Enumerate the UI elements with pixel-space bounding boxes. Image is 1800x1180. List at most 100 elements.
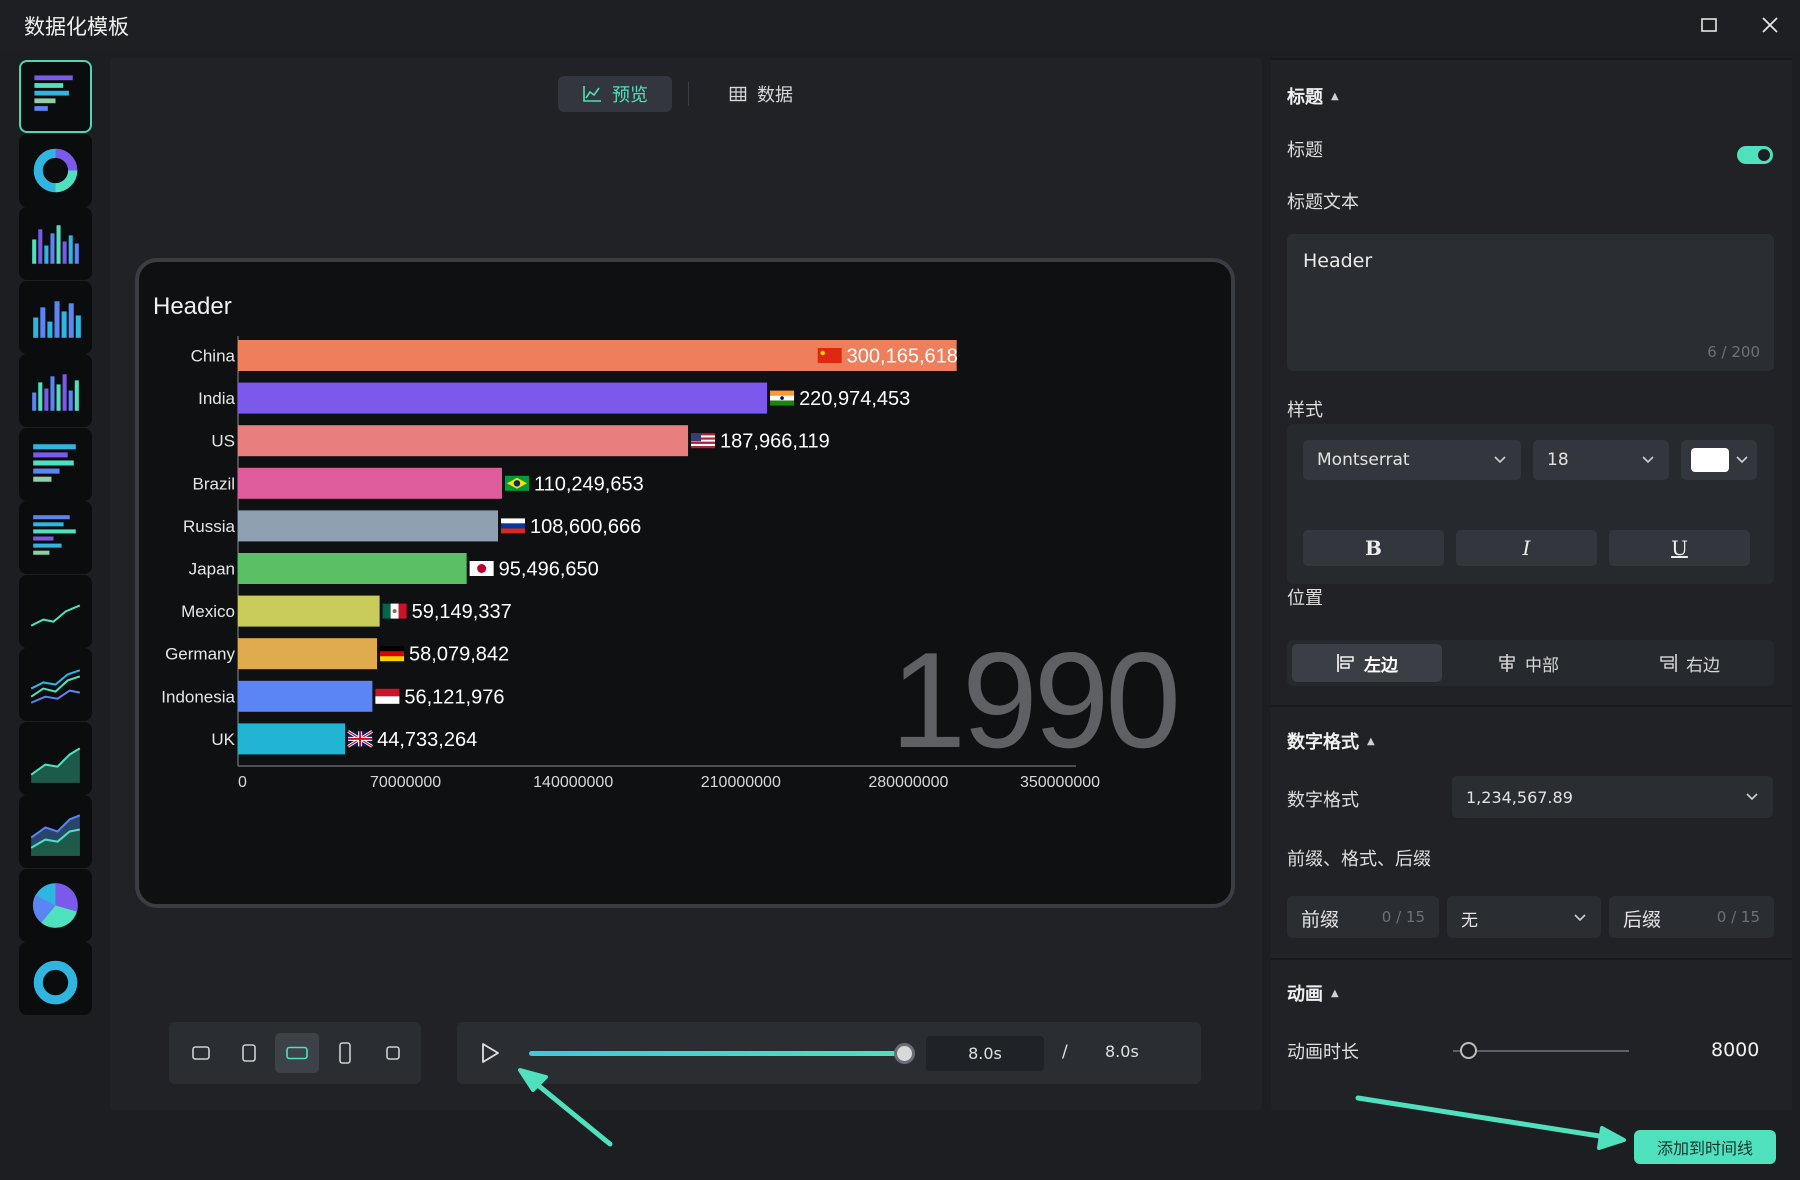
- value-label: 44,733,264: [377, 729, 477, 751]
- bar-row-brazil: Brazil 110,249,653: [192, 467, 644, 499]
- template-column-blue[interactable]: [19, 280, 92, 354]
- ratio-tall-button[interactable]: [323, 1033, 367, 1073]
- animation-duration-knob[interactable]: [1460, 1042, 1477, 1059]
- title-toggle[interactable]: [1737, 146, 1773, 164]
- current-time[interactable]: 8.0s: [926, 1036, 1044, 1071]
- category-label: US: [211, 432, 235, 451]
- animation-duration-track[interactable]: [1453, 1050, 1629, 1052]
- position-center-button[interactable]: 中部: [1453, 644, 1603, 682]
- panel-divider: [1271, 705, 1792, 707]
- template-area-multi[interactable]: [19, 795, 92, 868]
- tab-data-label: 数据: [757, 85, 793, 106]
- prefix-input[interactable]: 前缀 0 / 15: [1287, 896, 1439, 938]
- chart-line-icon: [583, 86, 601, 102]
- value-label: 108,600,666: [530, 516, 641, 538]
- ratio-square-button[interactable]: [371, 1033, 415, 1073]
- position-left-button[interactable]: 左边: [1292, 644, 1442, 682]
- position-left-label: 左边: [1364, 655, 1398, 676]
- bar: [238, 467, 502, 499]
- bar-horizontal-alt-icon: [33, 515, 76, 555]
- font-size-value: 18: [1547, 450, 1569, 470]
- ratio-landscape-button[interactable]: [179, 1033, 223, 1073]
- chevron-down-icon: [1736, 456, 1748, 464]
- tab-divider: [688, 82, 689, 106]
- italic-button[interactable]: I: [1456, 530, 1597, 566]
- prefix-placeholder: 前缀: [1301, 909, 1340, 931]
- position-right-button[interactable]: 右边: [1614, 644, 1764, 682]
- total-time: 8.0s: [1105, 1042, 1139, 1061]
- x-tick-label: 210000000: [701, 774, 781, 791]
- pie-icon: [32, 882, 78, 928]
- title-text-value: Header: [1303, 250, 1373, 272]
- template-pie[interactable]: [19, 868, 92, 942]
- bar-row-russia: Russia 108,600,666: [183, 510, 641, 542]
- position-center-label: 中部: [1525, 655, 1559, 676]
- template-donut[interactable]: [19, 133, 92, 207]
- tab-data[interactable]: 数据: [705, 76, 817, 112]
- bar: [238, 553, 467, 584]
- animation-section-header[interactable]: 动画 ▲: [1287, 980, 1339, 1006]
- flag-us-icon: [691, 433, 716, 449]
- x-tick-label: 280000000: [868, 774, 948, 791]
- title-text-count: 6 / 200: [1707, 343, 1760, 361]
- play-button[interactable]: [475, 1038, 505, 1068]
- template-column-multi[interactable]: [19, 207, 92, 280]
- template-bar-horizontal[interactable]: [19, 427, 92, 501]
- style-label: 样式: [1287, 400, 1323, 421]
- close-button[interactable]: [1755, 10, 1785, 40]
- x-tick-label: 350000000: [1020, 774, 1100, 791]
- category-label: China: [191, 347, 236, 366]
- font-color-select[interactable]: [1681, 440, 1757, 480]
- title-toggle-label: 标题: [1287, 140, 1323, 161]
- bar: [238, 425, 689, 457]
- position-label: 位置: [1287, 588, 1323, 609]
- settings-panel: 标题 ▲ 标题 标题文本 Header 6 / 200 样式 Montserra…: [1271, 58, 1792, 1110]
- progress-knob[interactable]: [894, 1043, 915, 1064]
- ratio-portrait-button[interactable]: [227, 1033, 271, 1073]
- underline-button[interactable]: U: [1609, 530, 1750, 566]
- ratio-wide-icon: [286, 1046, 308, 1060]
- template-column-grouped[interactable]: [19, 354, 92, 427]
- template-line-single[interactable]: [19, 574, 92, 648]
- bar: [238, 595, 380, 627]
- bar-row-indonesia: Indonesia 56,121,976: [161, 680, 504, 712]
- bold-button[interactable]: B: [1303, 530, 1444, 566]
- maximize-button[interactable]: [1694, 10, 1724, 40]
- bar: [238, 510, 499, 542]
- panel-divider: [1271, 958, 1792, 960]
- template-line-multi[interactable]: [19, 648, 92, 721]
- title-section-header[interactable]: 标题 ▲: [1287, 83, 1339, 109]
- font-select[interactable]: Montserrat: [1303, 440, 1521, 480]
- add-to-timeline-button[interactable]: 添加到时间线: [1634, 1130, 1776, 1164]
- bar-row-uk: UK 44,733,264: [211, 723, 477, 755]
- category-label: UK: [211, 730, 235, 749]
- ratio-wide-button[interactable]: [275, 1033, 319, 1073]
- position-selector: 左边 中部 右边: [1287, 640, 1774, 686]
- number-format-section-header[interactable]: 数字格式 ▲: [1287, 728, 1375, 754]
- number-format-select[interactable]: 1,234,567.89: [1452, 776, 1773, 818]
- bar-row-mexico: Mexico 59,149,337: [181, 595, 512, 627]
- template-area-single[interactable]: [19, 721, 92, 795]
- title-text-input[interactable]: Header 6 / 200: [1287, 234, 1774, 371]
- progress-track[interactable]: [529, 1051, 909, 1056]
- caret-up-icon: ▲: [1367, 735, 1375, 747]
- flag-ru-icon: [501, 518, 526, 534]
- affix-label: 前缀、格式、后缀: [1287, 849, 1431, 870]
- title-text-label: 标题文本: [1287, 192, 1359, 213]
- bar: [238, 638, 378, 670]
- format-select[interactable]: 无: [1447, 896, 1601, 938]
- font-size-select[interactable]: 18: [1533, 440, 1669, 480]
- template-bar-horizontal-alt[interactable]: [19, 501, 92, 574]
- suffix-input[interactable]: 后缀 0 / 15: [1609, 896, 1774, 938]
- flag-de-icon: [380, 646, 405, 662]
- font-value: Montserrat: [1317, 450, 1410, 470]
- ratio-portrait-icon: [242, 1044, 256, 1062]
- value-label: 220,974,453: [799, 388, 910, 410]
- template-bar-race-horizontal[interactable]: [19, 60, 92, 133]
- category-label: Russia: [183, 517, 236, 536]
- template-donut-partial[interactable]: [19, 942, 92, 1015]
- preview-area: 预览 数据 1990 Header China 300,165,618 India 220…: [110, 58, 1262, 1110]
- flag-mx-icon: [382, 603, 407, 619]
- tab-preview[interactable]: 预览: [558, 76, 672, 112]
- value-label: 95,496,650: [499, 559, 599, 581]
